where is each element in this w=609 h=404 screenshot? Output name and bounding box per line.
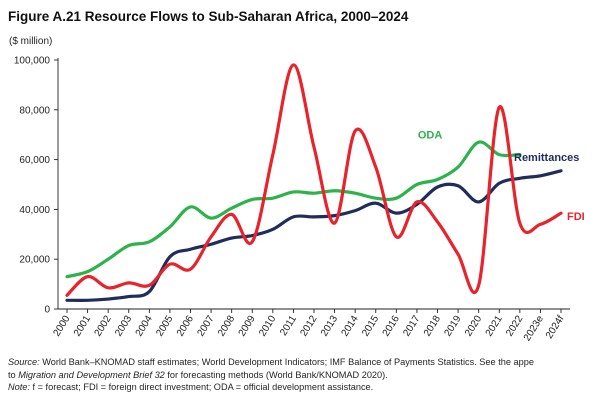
source-note: Source: World Bank–KNOMAD staff estimate… (8, 356, 534, 369)
series-line-remittances (65, 169, 563, 302)
x-tick-label: 2016 (381, 313, 402, 338)
series-label-remittances: Remittances (514, 152, 579, 164)
x-tick-label: 2019 (443, 313, 464, 338)
definitions-note: Note: f = forecast; FDI = foreign direct… (8, 381, 534, 394)
y-tick-label: 80,000 (19, 105, 50, 116)
x-tick-label: 2000 (51, 313, 72, 338)
source-line2-prefix: to (8, 369, 19, 380)
x-tick-label: 2002 (93, 313, 114, 338)
source-line2-suffix: for forecasting methods (World Bank/KNOM… (164, 369, 388, 380)
x-tick-label: 2012 (298, 313, 319, 338)
x-tick-label: 2018 (422, 313, 443, 338)
x-tick-label: 2013 (319, 313, 340, 338)
series-label-fdi: FDI (567, 211, 585, 223)
x-tick-label: 2007 (196, 313, 217, 338)
series-label-oda: ODA (418, 130, 443, 142)
x-tick-label: 2023e (522, 313, 546, 343)
series-line-oda (65, 140, 522, 279)
x-tick-label: 2024f (544, 314, 567, 341)
series-line-fdi (65, 63, 563, 297)
x-tick-label: 2009 (237, 313, 258, 338)
x-tick-label: 2001 (72, 313, 93, 338)
y-axis-unit-label: ($ million) (9, 36, 53, 47)
x-tick-label: 2006 (175, 313, 196, 338)
x-tick-label: 2010 (257, 313, 278, 338)
x-tick-label: 2008 (216, 313, 237, 338)
x-tick-label: 2015 (360, 313, 381, 338)
y-tick-label: 60,000 (19, 155, 50, 166)
x-tick-label: 2014 (340, 313, 361, 338)
x-tick-label: 2017 (401, 313, 422, 338)
figure-title: Figure A.21 Resource Flows to Sub-Sahara… (8, 9, 409, 24)
brief-title: Migration and Development Brief 32 (18, 369, 165, 380)
source-note-continued: to Migration and Development Brief 32 fo… (8, 369, 534, 382)
note-text: f = forecast; FDI = foreign direct inves… (29, 382, 374, 393)
x-tick-label: 2021 (484, 313, 505, 338)
x-tick-label: 2011 (278, 313, 299, 337)
y-tick-label: 20,000 (19, 255, 50, 266)
x-tick-label: 2005 (154, 313, 175, 338)
x-tick-label: 2020 (463, 313, 484, 338)
y-tick-label: 100,000 (14, 56, 51, 67)
y-tick-label: 0 (44, 305, 50, 316)
note-label: Note: (8, 382, 30, 393)
source-label: Source: (8, 357, 40, 367)
chart-notes: Source: World Bank–KNOMAD staff estimate… (8, 356, 534, 394)
source-text: World Bank–KNOMAD staff estimates; World… (39, 357, 534, 367)
x-tick-label: 2004 (134, 313, 155, 338)
y-tick-label: 40,000 (19, 205, 50, 216)
x-tick-label: 2003 (113, 313, 134, 338)
